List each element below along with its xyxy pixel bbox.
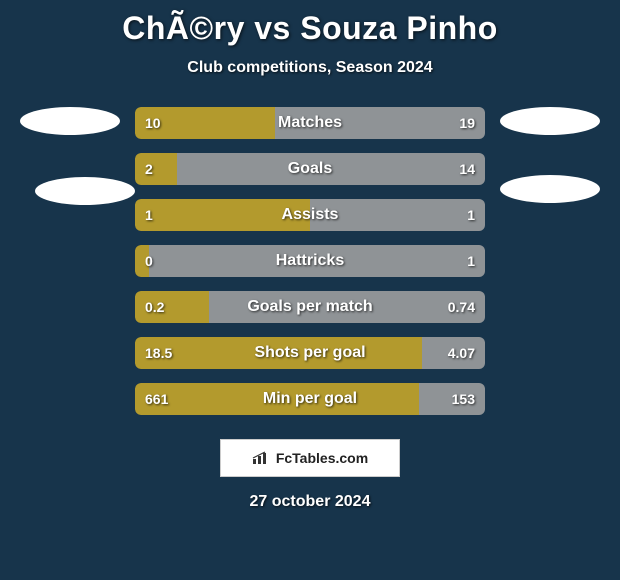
stat-value-right: 14 [459, 153, 475, 185]
stat-bar-left [135, 383, 419, 415]
left-badge-column [15, 107, 125, 205]
stat-bars-column: Matches1019Goals214Assists11Hattricks01G… [135, 107, 485, 415]
chart-icon [252, 451, 270, 465]
stat-bar-right [275, 107, 485, 139]
player-right-badge-2 [500, 175, 600, 203]
branding-box: FcTables.com [220, 439, 400, 477]
stat-row: Matches1019 [135, 107, 485, 139]
stat-row: Assists11 [135, 199, 485, 231]
comparison-subtitle: Club competitions, Season 2024 [0, 59, 620, 77]
stat-row: Hattricks01 [135, 245, 485, 277]
stat-value-right: 1 [467, 199, 475, 231]
player-right-badge-1 [500, 107, 600, 135]
stat-bar-right [177, 153, 485, 185]
player-left-badge-2 [35, 177, 135, 205]
stat-bar-right [310, 199, 485, 231]
comparison-card: ChÃ©ry vs Souza Pinho Club competitions,… [0, 0, 620, 580]
stat-row: Shots per goal18.54.07 [135, 337, 485, 369]
stat-value-left: 661 [145, 383, 168, 415]
player-left-badge-1 [20, 107, 120, 135]
stat-value-left: 0.2 [145, 291, 164, 323]
stat-row: Goals214 [135, 153, 485, 185]
stat-value-right: 1 [467, 245, 475, 277]
stat-value-right: 153 [452, 383, 475, 415]
stat-row: Min per goal661153 [135, 383, 485, 415]
stat-bar-right [149, 245, 485, 277]
comparison-date: 27 october 2024 [0, 493, 620, 511]
stat-value-right: 19 [459, 107, 475, 139]
stat-bar-left [135, 199, 310, 231]
stat-value-left: 1 [145, 199, 153, 231]
stat-bar-left [135, 153, 177, 185]
stat-value-left: 10 [145, 107, 161, 139]
comparison-title: ChÃ©ry vs Souza Pinho [0, 10, 620, 47]
stat-value-right: 4.07 [448, 337, 475, 369]
stat-value-left: 0 [145, 245, 153, 277]
right-badge-column [495, 107, 605, 203]
stat-bar-right [209, 291, 486, 323]
stat-row: Goals per match0.20.74 [135, 291, 485, 323]
stat-value-right: 0.74 [448, 291, 475, 323]
stat-value-left: 18.5 [145, 337, 172, 369]
stat-bar-left [135, 337, 422, 369]
stat-value-left: 2 [145, 153, 153, 185]
stats-area: Matches1019Goals214Assists11Hattricks01G… [0, 107, 620, 415]
branding-text: FcTables.com [276, 450, 368, 466]
